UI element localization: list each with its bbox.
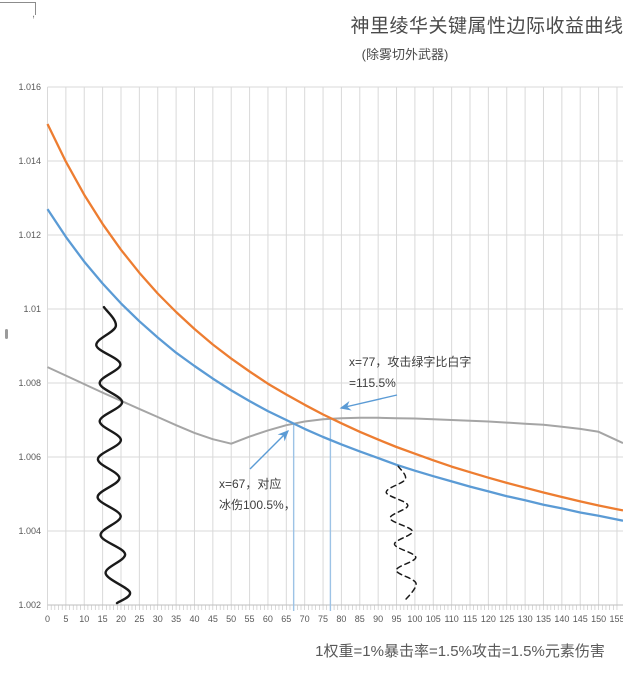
arrow-x77 bbox=[339, 394, 398, 411]
y-tick-label: 1.016 bbox=[18, 82, 41, 92]
x-tick-label: 45 bbox=[207, 614, 218, 624]
chart-title: 神里绫华关键属性边际收益曲线 bbox=[350, 16, 623, 37]
x-tick-label: 125 bbox=[499, 614, 515, 624]
x-tick-label: 5 bbox=[63, 614, 69, 624]
x-tick-label: 20 bbox=[115, 614, 126, 624]
x-tick-label: 35 bbox=[171, 614, 182, 624]
x-tick-label: 50 bbox=[226, 614, 237, 624]
x-tick-label: 150 bbox=[591, 614, 607, 624]
x-tick-label: 130 bbox=[517, 614, 533, 624]
clipped-axis-title-mark bbox=[5, 329, 8, 339]
y-tick-label: 1.002 bbox=[18, 600, 41, 610]
x-tick-label: 65 bbox=[281, 614, 292, 624]
x-tick-label: 60 bbox=[262, 614, 273, 624]
x-tick-label: 80 bbox=[336, 614, 347, 624]
annotation-x67: x=67，对应 冰伤100.5%， bbox=[219, 474, 296, 516]
x-tick-label: 0 bbox=[44, 614, 50, 624]
x-tick-label: 95 bbox=[391, 614, 402, 624]
x-tick-label: 30 bbox=[152, 614, 163, 624]
annotation-x77-line2: =115.5% bbox=[349, 376, 396, 390]
chart-subtitle: (除雾切外武器) bbox=[361, 47, 449, 62]
x-tick-label: 25 bbox=[134, 614, 145, 624]
corner-comma-mark: , bbox=[32, 8, 36, 20]
annotation-x67-line1: x=67，对应 bbox=[219, 477, 282, 491]
scribble-dashed bbox=[385, 465, 417, 603]
y-tick-label: 1.014 bbox=[18, 156, 41, 166]
clipped-curve-mark: ˘ bbox=[463, 0, 469, 14]
x-tick-label: 100 bbox=[407, 614, 423, 624]
x-tick-label: 110 bbox=[444, 614, 459, 624]
x-tick-label: 15 bbox=[97, 614, 108, 624]
scribble-solid bbox=[95, 305, 132, 605]
x-tick-label: 140 bbox=[554, 614, 570, 624]
y-tick-label: 1.012 bbox=[18, 230, 41, 240]
arrow-x67 bbox=[249, 430, 289, 470]
x-tick-label: 105 bbox=[425, 614, 441, 624]
x-tick-label: 115 bbox=[462, 614, 478, 624]
x-tick-label: 75 bbox=[318, 614, 329, 624]
x-tick-label: 135 bbox=[535, 614, 551, 624]
annotation-x77: x=77，攻击绿字比白字 =115.5% bbox=[349, 352, 471, 394]
y-tick-label: 1.006 bbox=[18, 452, 41, 462]
y-tick-label: 1.004 bbox=[18, 526, 41, 536]
x-tick-label: 120 bbox=[480, 614, 496, 624]
annotation-x67-line2: 冰伤100.5%， bbox=[219, 498, 296, 512]
curve-series-blue bbox=[46, 208, 623, 522]
curve-series-orange bbox=[46, 123, 623, 512]
x-axis-title: 1权重=1%暴击率=1.5%攻击=1.5%元素伤害 bbox=[315, 643, 605, 660]
annotation-x77-line1: x=77，攻击绿字比白字 bbox=[349, 355, 472, 369]
x-tick-label: 90 bbox=[373, 614, 384, 624]
x-tick-label: 40 bbox=[189, 614, 200, 624]
x-tick-label: 55 bbox=[244, 614, 255, 624]
y-tick-label: 1.008 bbox=[18, 378, 41, 388]
x-tick-label: 70 bbox=[299, 614, 310, 624]
x-tick-label: 85 bbox=[354, 614, 365, 624]
x-tick-label: 155 bbox=[609, 614, 623, 624]
x-tick-label: 10 bbox=[79, 614, 90, 624]
y-tick-label: 1.01 bbox=[23, 304, 41, 314]
x-tick-label: 145 bbox=[572, 614, 588, 624]
curve-series-gray bbox=[47, 366, 623, 445]
cell-border-artifact bbox=[0, 2, 36, 15]
